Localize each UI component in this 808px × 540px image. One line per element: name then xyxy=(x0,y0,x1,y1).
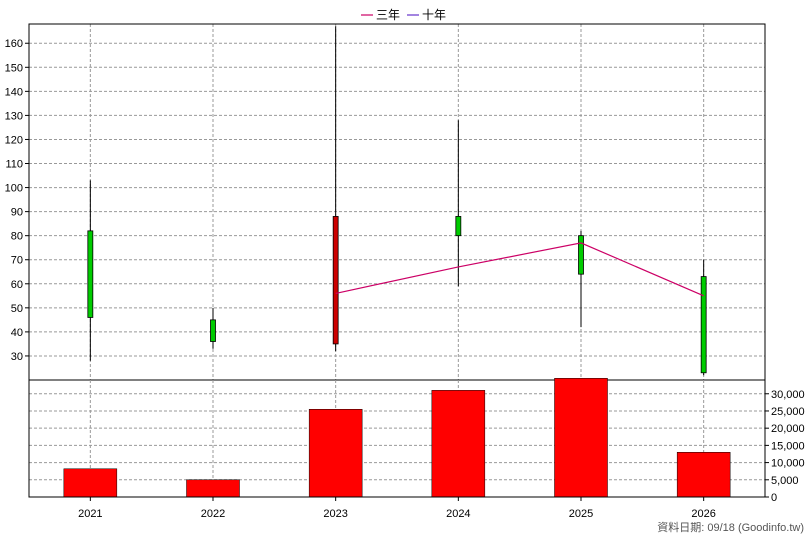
legend-label-十年: 十年 xyxy=(422,8,446,22)
plot-frame xyxy=(28,23,766,498)
x-tick-label-2021: 2021 xyxy=(78,508,102,520)
price-tick-label: 100 xyxy=(5,183,23,195)
volume-bar-2023 xyxy=(308,409,363,498)
price-panel: 30 40 50 60 70 80 90 100 110 120 130 140 150 160 xyxy=(5,23,766,381)
x-tick-label-2023: 2023 xyxy=(323,508,347,520)
candle-body-2023 xyxy=(332,216,339,345)
candle-body-2024 xyxy=(455,216,462,237)
price-tick-label: 80 xyxy=(11,231,23,243)
price-plot-area xyxy=(28,23,766,381)
volume-bar-2026 xyxy=(676,452,731,498)
price-tick-label: 60 xyxy=(11,279,23,291)
price-tick-label: 110 xyxy=(5,159,23,171)
price-tick-label: 160 xyxy=(5,38,23,50)
legend: 三年 十年 xyxy=(361,8,446,22)
volume-tick-label: 10,000 xyxy=(771,458,805,470)
candle-body-2026 xyxy=(700,276,707,374)
volume-tick-label: 0 xyxy=(771,492,777,504)
candle-body-2025 xyxy=(578,235,584,275)
x-tick-label-2024: 2024 xyxy=(446,508,470,520)
price-tick-label: 90 xyxy=(11,207,23,219)
volume-tick-label: 30,000 xyxy=(771,389,805,401)
price-tick-label: 40 xyxy=(11,327,23,339)
source-label: 資料日期: 09/18 (Goodinfo.tw) xyxy=(657,520,804,534)
volume-tick-label: 5,000 xyxy=(771,475,799,487)
price-tick-label: 140 xyxy=(5,86,23,98)
price-tick-label: 50 xyxy=(11,303,23,315)
volume-tick-label: 15,000 xyxy=(771,440,805,452)
volume-bar-2022 xyxy=(186,479,240,498)
x-tick-label-2026: 2026 xyxy=(691,508,715,520)
x-tick-label-2022: 2022 xyxy=(201,508,225,520)
price-tick-label: 130 xyxy=(5,110,23,122)
candle-body-2021 xyxy=(87,230,94,318)
avg-line-三年 xyxy=(335,242,704,297)
volume-bar-2021 xyxy=(63,468,118,498)
volume-plot-area xyxy=(28,379,766,498)
x-axis: 2021 2022 2023 2024 2025 2026 xyxy=(78,497,716,520)
price-tick-label: 70 xyxy=(11,255,23,267)
volume-bar-2024 xyxy=(431,390,486,498)
volume-bar-2025 xyxy=(554,378,608,498)
x-tick-label-2025: 2025 xyxy=(569,508,593,520)
volume-tick-label: 25,000 xyxy=(771,406,805,418)
candle-body-2022 xyxy=(210,319,216,342)
volume-tick-label: 20,000 xyxy=(771,423,805,435)
volume-panel: 0 5,000 10,000 15,000 20,000 25,000 30,000 xyxy=(28,23,805,504)
price-tick-label: 120 xyxy=(5,134,23,146)
price-tick-label: 150 xyxy=(5,62,23,74)
legend-label-三年: 三年 xyxy=(376,8,400,22)
price-tick-label: 30 xyxy=(11,351,23,363)
